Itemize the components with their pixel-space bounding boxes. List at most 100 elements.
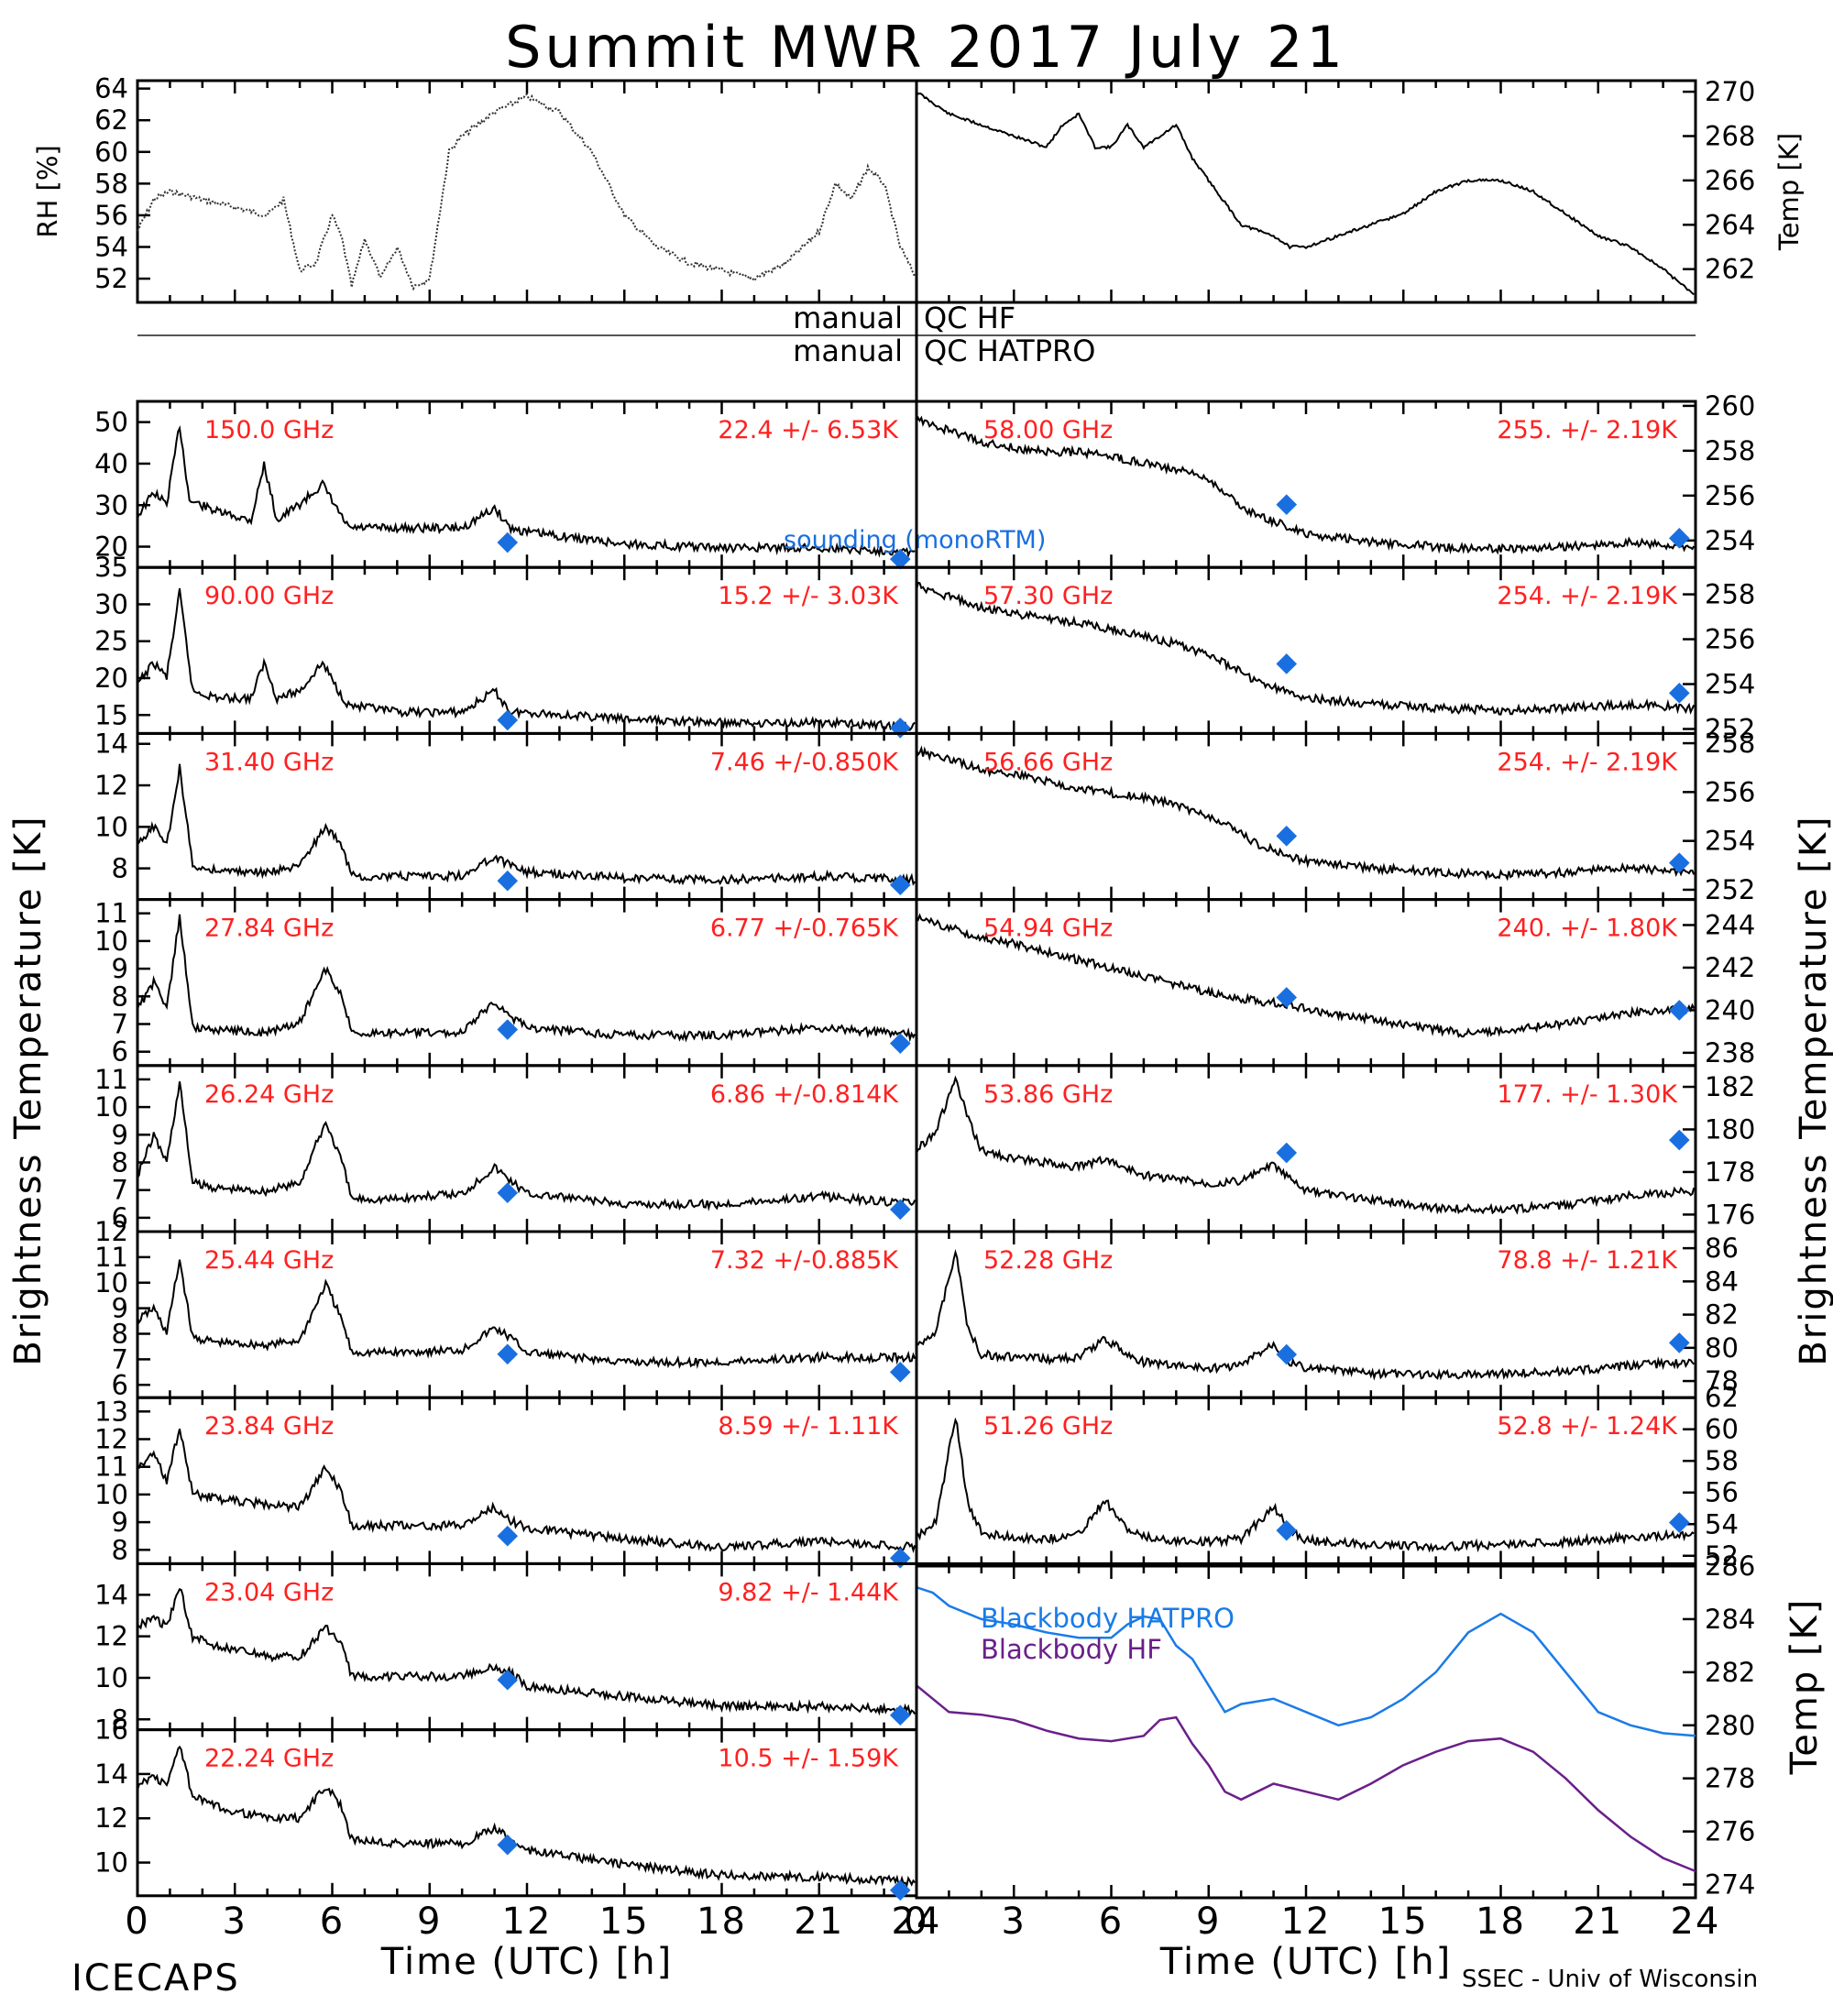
frequency-label: 27.84 GHz — [204, 915, 334, 943]
frequency-label: 58.00 GHz — [983, 416, 1113, 444]
frequency-label: 51.26 GHz — [983, 1412, 1113, 1441]
temp-ylabel: Temp [K] — [1773, 133, 1805, 251]
y-tick-label: 9 — [112, 953, 128, 984]
blackbody-hatpro-line — [916, 1586, 1696, 1737]
y-tick-label: 20 — [94, 663, 128, 694]
frequency-label: 23.04 GHz — [204, 1578, 334, 1606]
y-tick-label: 54 — [1705, 1508, 1739, 1539]
footer-left: ICECAPS — [71, 1957, 240, 2000]
left-panel-3: 8 10 12 14 31.40 GHz 7.46 +/-0.850K — [94, 729, 918, 902]
y-tick-label: 30 — [94, 588, 128, 619]
y-tick-label: 11 — [94, 898, 128, 929]
left-x-tick-label: 21 — [794, 1901, 844, 1943]
left-x-tick-label: 18 — [697, 1901, 747, 1943]
y-tick-label: 262 — [1705, 254, 1755, 285]
stat-label: 8.59 +/- 1.11K — [718, 1412, 899, 1441]
sounding-marker — [1276, 1142, 1298, 1164]
y-tick-label: 10 — [94, 1847, 128, 1879]
y-tick-label: 11 — [94, 1064, 128, 1095]
left-panel-9: 10 12 14 16 22.24 GHz 10.5 +/- 1.59K — [94, 1715, 918, 1901]
left-x-tick-label: 0 — [125, 1901, 149, 1943]
y-tick-label: 30 — [94, 489, 128, 520]
sounding-marker — [1668, 683, 1690, 704]
stat-label: 254. +/- 2.19K — [1497, 582, 1678, 610]
temp-trace — [916, 91, 1695, 296]
y-tick-label: 274 — [1705, 1869, 1755, 1901]
frequency-label: 53.86 GHz — [983, 1080, 1113, 1109]
blackbody-yticks: 274 276 278 280 282 284 286 — [1683, 1550, 1755, 1901]
sounding-marker — [497, 1343, 519, 1365]
sounding-marker — [1668, 1129, 1690, 1151]
y-tick-label: 284 — [1705, 1604, 1755, 1635]
sounding-legend: sounding (monoRTM) — [784, 526, 1046, 554]
sounding-marker — [1276, 987, 1298, 1008]
sounding-marker — [497, 709, 519, 731]
channel-trace — [916, 745, 1696, 882]
channel-trace — [137, 1745, 916, 1888]
left-panel-1: 20 30 40 50 150.0 GHz 22.4 +/- 6.53K sounding … — [94, 400, 1046, 570]
channel-trace — [137, 1428, 916, 1554]
y-tick-label: 254 — [1705, 669, 1755, 700]
y-tick-label: 8 — [112, 1147, 128, 1178]
right-panel-1: 254 256 258 260 58.00 GHz 255. +/- 2.19K — [915, 390, 1755, 569]
y-tick-label: 254 — [1705, 826, 1755, 857]
y-tick-label: 10 — [94, 1479, 128, 1510]
y-tick-label: 35 — [94, 552, 128, 583]
y-tick-label: 13 — [94, 1396, 128, 1427]
y-tick-label: 256 — [1705, 480, 1755, 511]
left-x-tick-label: 24 — [892, 1901, 942, 1943]
y-tick-label: 278 — [1705, 1763, 1755, 1794]
y-tick-label: 10 — [94, 926, 128, 957]
y-tick-label: 12 — [94, 1621, 128, 1652]
y-tick-label: 254 — [1705, 525, 1755, 556]
qc-hatpro-right: QC HATPRO — [924, 334, 1095, 368]
right-x-tick-label: 0 — [904, 1901, 928, 1943]
rh-trace — [137, 93, 916, 291]
y-tick-label: 238 — [1705, 1037, 1755, 1068]
y-tick-label: 252 — [1705, 874, 1755, 905]
y-tick-label: 14 — [94, 729, 128, 760]
right-ylabel: Brightness Temperature [K] — [1793, 815, 1833, 1365]
legend-hatpro: Blackbody HATPRO — [981, 1603, 1235, 1634]
channel-trace — [916, 581, 1696, 716]
y-tick-label: 282 — [1705, 1657, 1755, 1688]
sounding-marker — [889, 548, 911, 570]
frequency-label: 25.44 GHz — [204, 1246, 334, 1275]
channel-trace — [137, 763, 916, 887]
sounding-marker — [889, 1704, 911, 1726]
frequency-label: 26.24 GHz — [204, 1080, 334, 1109]
frequency-label: 22.24 GHz — [204, 1745, 334, 1773]
y-tick-label: 12 — [94, 1216, 128, 1247]
sounding-marker — [1668, 1512, 1690, 1533]
y-tick-label: 16 — [94, 1715, 128, 1746]
stat-label: 15.2 +/- 3.03K — [718, 582, 899, 610]
left-xlabel: Time (UTC) [h] — [380, 1941, 673, 1983]
channel-trace — [916, 1075, 1696, 1215]
sounding-marker — [889, 1362, 911, 1383]
stat-label: 6.77 +/-0.765K — [710, 915, 899, 943]
y-tick-label: 8 — [112, 853, 128, 884]
sounding-marker — [1668, 528, 1690, 549]
left-panel-8: 8 10 12 14 23.04 GHz 9.82 +/- 1.44K — [94, 1561, 918, 1735]
stat-label: 22.4 +/- 6.53K — [718, 416, 899, 444]
frequency-label: 52.28 GHz — [983, 1246, 1113, 1275]
y-tick-label: 276 — [1705, 1816, 1755, 1847]
left-x-tick-label: 6 — [320, 1901, 345, 1943]
chart-title: Summit MWR 2017 July 21 — [505, 14, 1346, 81]
sounding-marker — [889, 1199, 911, 1221]
y-tick-label: 52 — [94, 263, 128, 294]
y-tick-label: 178 — [1705, 1156, 1755, 1188]
y-tick-label: 268 — [1705, 121, 1755, 152]
y-tick-label: 86 — [1705, 1233, 1739, 1264]
left-x-tick-label: 12 — [502, 1901, 553, 1943]
blackbody-xticks — [915, 1566, 1697, 1898]
y-tick-label: 52 — [1705, 1540, 1739, 1572]
sounding-marker — [889, 1879, 911, 1901]
y-tick-label: 78 — [1705, 1365, 1739, 1397]
